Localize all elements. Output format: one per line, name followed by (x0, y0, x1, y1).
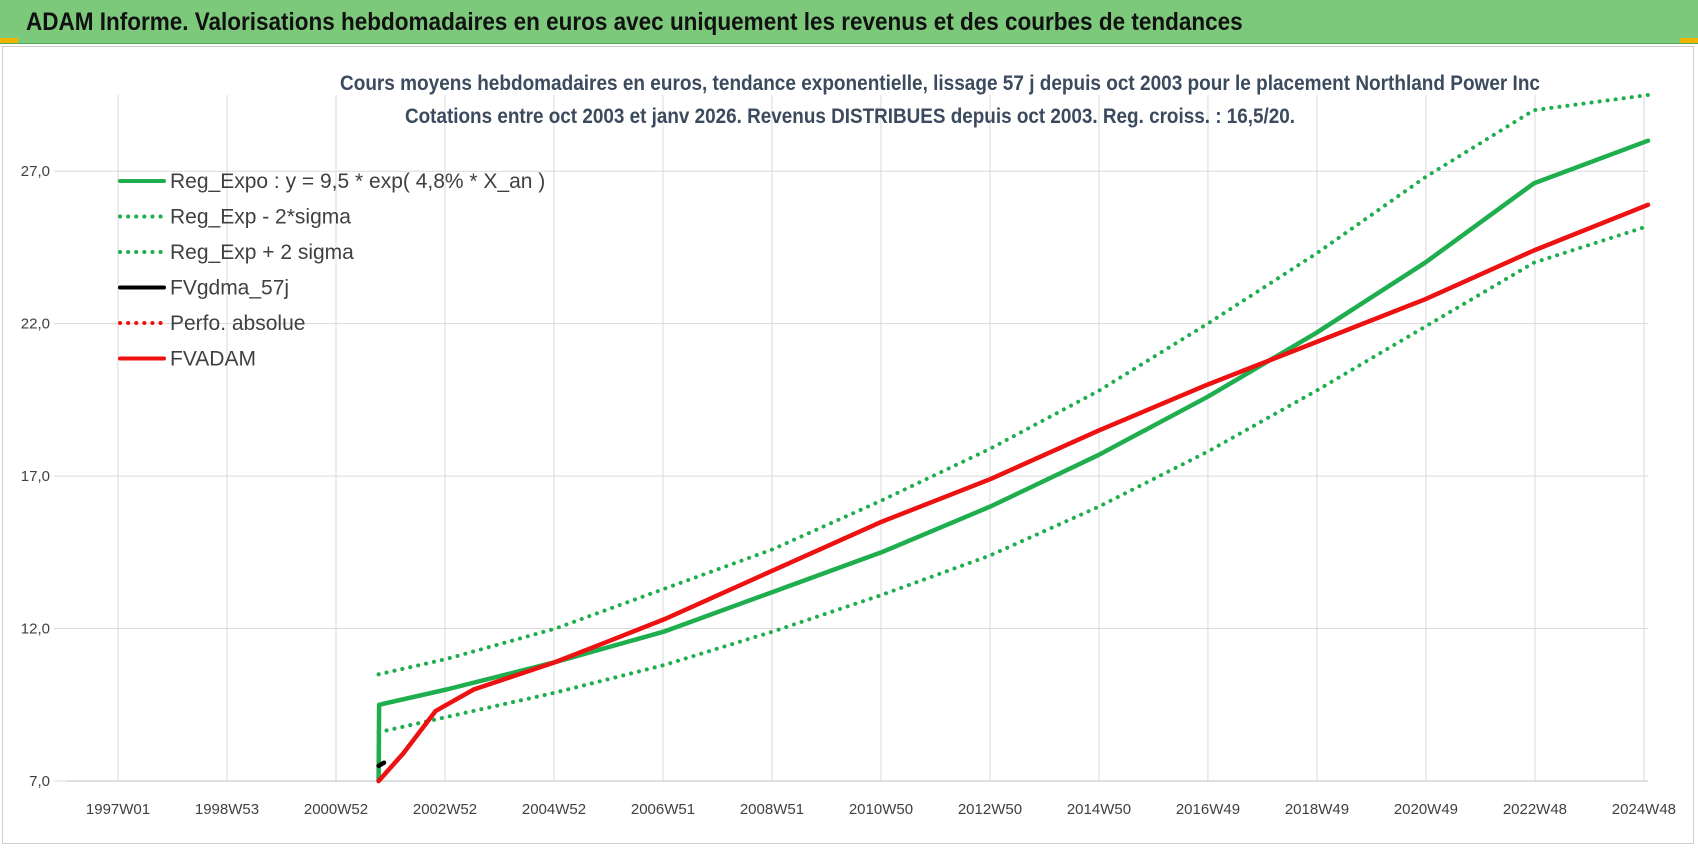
x-tick-label: 2022W48 (1503, 801, 1567, 818)
chart-title: Cours moyens hebdomadaires en euros, ten… (340, 72, 1540, 128)
page-title: ADAM Informe. Valorisations hebdomadaire… (26, 8, 1243, 36)
x-tick-label: 2010W50 (849, 801, 913, 818)
tick-labels: 1997W01 1998W53 2000W52 2002W52 2004W52 2006W… (21, 163, 1676, 818)
y-tick-label: 17,0 (21, 468, 50, 485)
x-tick-label: 2020W49 (1394, 801, 1458, 818)
x-tick-label: 2012W50 (958, 801, 1022, 818)
x-tick-label: 1997W01 (86, 801, 150, 818)
chart-title-line-2: Cotations entre oct 2003 et janv 2026. R… (405, 105, 1295, 128)
x-tick-label: 2016W49 (1176, 801, 1240, 818)
corner-mark-right (1680, 38, 1698, 43)
series-group (376, 93, 1651, 784)
legend-entry: Reg_Exp - 2*sigma (170, 206, 351, 229)
legend-entry: Reg_Expo : y = 9,5 * exp( 4,8% * X_an ) (170, 170, 545, 193)
series-line-5 (376, 202, 1651, 784)
legend: Reg_Expo : y = 9,5 * exp( 4,8% * X_an ) R… (118, 170, 545, 371)
legend-entry: FVADAM (170, 348, 256, 371)
x-tick-label: 2008W51 (740, 801, 804, 818)
series-line-2 (376, 93, 1650, 677)
y-tick-label: 7,0 (29, 773, 50, 790)
x-tick-label: 2004W52 (522, 801, 586, 818)
y-tick-label: 27,0 (21, 163, 50, 180)
x-tick-label: 2024W48 (1612, 801, 1676, 818)
chart-title-line-1: Cours moyens hebdomadaires en euros, ten… (340, 72, 1540, 95)
corner-mark-left (0, 38, 18, 43)
series-line-0 (376, 138, 1651, 784)
grid (54, 95, 1648, 782)
y-tick-label: 12,0 (21, 621, 50, 638)
x-tick-label: 2006W51 (631, 801, 695, 818)
x-tick-label: 2000W52 (304, 801, 368, 818)
x-tick-label: 1998W53 (195, 801, 259, 818)
x-tick-label: 2018W49 (1285, 801, 1349, 818)
x-tick-label: 2002W52 (413, 801, 477, 818)
header-bar: ADAM Informe. Valorisations hebdomadaire… (0, 0, 1698, 44)
y-tick-label: 22,0 (21, 316, 50, 333)
legend-entry: FVgdma_57j (170, 277, 289, 300)
chart-frame (2, 46, 1694, 844)
x-tick-label: 2014W50 (1067, 801, 1131, 818)
legend-entry: Perfo. absolue (170, 312, 305, 335)
series-line-3 (376, 760, 387, 769)
legend-entry: Reg_Exp + 2 sigma (170, 241, 354, 264)
